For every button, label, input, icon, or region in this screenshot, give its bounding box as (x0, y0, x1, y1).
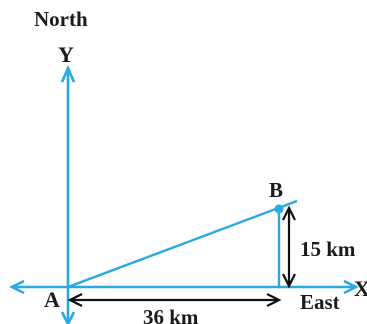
y-axis-label: Y (58, 42, 74, 67)
vertical-distance-label: 15 km (300, 237, 356, 261)
horizontal-dimension-right-arrowhead (266, 293, 282, 307)
y-axis-top-arrowhead (60, 64, 76, 83)
point-b-dot (274, 204, 284, 214)
line-a-to-b (67, 199, 298, 289)
east-label: East (300, 290, 340, 314)
north-label: North (34, 7, 88, 31)
x-axis-left-arrowhead (9, 279, 25, 295)
y-axis (60, 64, 76, 324)
vertical-dimension-bottom-arrowhead (282, 273, 296, 289)
horizontal-dimension-left-arrowhead (67, 293, 83, 307)
horizontal-distance-label: 36 km (143, 305, 199, 324)
horizontal-dimension (67, 293, 282, 307)
vertical-dimension-top-arrowhead (282, 205, 296, 221)
x-axis-label: X (354, 276, 367, 301)
x-axis-right-arrowhead (343, 279, 359, 295)
point-b-label: B (269, 178, 283, 202)
y-axis-bottom-arrowhead (60, 311, 76, 324)
point-a-label: A (44, 287, 60, 312)
vertical-dimension (282, 205, 296, 289)
